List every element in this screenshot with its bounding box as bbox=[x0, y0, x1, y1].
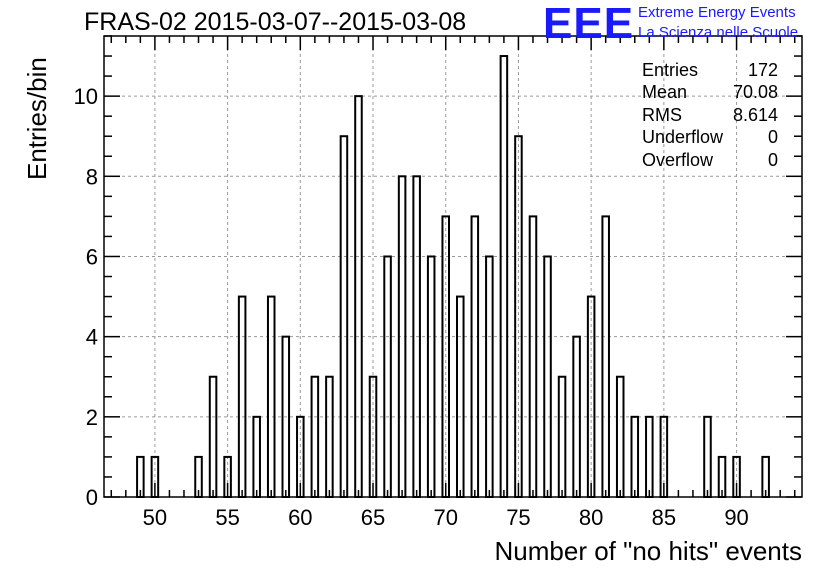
chart-title: FRAS-02 2015-03-07--2015-03-08 bbox=[84, 8, 467, 36]
y-axis-label: Entries/bin bbox=[22, 57, 52, 180]
logo-line-1: Extreme Energy Events bbox=[638, 4, 796, 21]
eee-logo: EEE bbox=[543, 0, 635, 48]
stats-value: 70.08 bbox=[732, 82, 778, 103]
x-tick-label: 90 bbox=[724, 505, 748, 530]
histogram-bar bbox=[368, 375, 378, 499]
x-tick-label: 80 bbox=[579, 505, 603, 530]
stats-value: 172 bbox=[747, 60, 778, 80]
histogram-bar bbox=[703, 415, 712, 498]
stats-row-underflow: Underflow 0 bbox=[642, 126, 778, 148]
x-tick-label: 65 bbox=[361, 505, 385, 530]
logo-line-2: La Scienza nelle Scuole bbox=[638, 24, 799, 41]
histogram-bar bbox=[325, 375, 334, 499]
histogram-bar bbox=[208, 375, 218, 499]
histogram-bar bbox=[310, 375, 320, 499]
x-tick-label: 55 bbox=[215, 505, 239, 530]
x-tick-label: 85 bbox=[652, 505, 676, 530]
histogram-bar bbox=[499, 55, 509, 498]
histogram-bar bbox=[339, 135, 349, 499]
x-tick-label: 60 bbox=[288, 505, 312, 530]
stats-row-entries: Entries 172 bbox=[642, 59, 778, 81]
stats-label: Entries bbox=[642, 60, 699, 80]
y-tick-label: 6 bbox=[86, 244, 98, 269]
stats-row-rms: RMS 8.614 bbox=[642, 104, 778, 126]
histogram-bar bbox=[485, 255, 494, 499]
stats-label: Mean bbox=[642, 82, 688, 103]
stats-box: Entries 172 Mean 70.08 RMS 8.614 Underfl… bbox=[642, 59, 778, 171]
histogram-bar bbox=[397, 175, 407, 498]
histogram-bar bbox=[383, 255, 392, 499]
stats-value: 0 bbox=[767, 127, 778, 148]
stats-label: Overflow bbox=[642, 149, 714, 170]
histogram-bar bbox=[237, 295, 247, 498]
x-tick-label: 75 bbox=[506, 505, 530, 530]
stats-value: 0 bbox=[767, 149, 778, 170]
stats-row-overflow: Overflow 0 bbox=[642, 149, 778, 171]
stats-label: RMS bbox=[642, 104, 682, 125]
histogram-bar bbox=[572, 335, 581, 498]
y-tick-label: 8 bbox=[86, 164, 98, 189]
histogram-bar bbox=[252, 415, 261, 498]
histogram-bar bbox=[630, 415, 640, 498]
stats-label: Underflow bbox=[642, 127, 724, 148]
x-axis-label: Number of "no hits" events bbox=[494, 536, 803, 566]
plot-frame bbox=[103, 35, 803, 498]
histogram-bar bbox=[543, 255, 552, 499]
y-tick-label: 10 bbox=[74, 84, 98, 109]
histogram-bar bbox=[528, 215, 538, 499]
histogram-bar bbox=[266, 295, 276, 498]
y-tick-label: 2 bbox=[86, 405, 98, 430]
histogram-bar bbox=[557, 375, 567, 499]
y-tick-label: 0 bbox=[86, 485, 98, 510]
histogram-bar bbox=[456, 295, 465, 498]
logo-text: Extreme Energy Events La Scienza nelle S… bbox=[638, 3, 798, 43]
x-tick-label: 70 bbox=[433, 505, 457, 530]
x-tick-label: 50 bbox=[143, 505, 167, 530]
histogram-bar bbox=[645, 415, 654, 498]
y-tick-label: 4 bbox=[86, 325, 98, 350]
histogram-bar bbox=[354, 95, 363, 498]
histogram-bar bbox=[470, 215, 480, 499]
stats-value: 8.614 bbox=[732, 104, 778, 125]
histogram-bar bbox=[615, 375, 625, 499]
stats-row-mean: Mean 70.08 bbox=[642, 81, 778, 103]
histogram-bar bbox=[514, 135, 523, 499]
histogram-bar bbox=[601, 215, 610, 499]
histogram-bar bbox=[426, 255, 436, 499]
